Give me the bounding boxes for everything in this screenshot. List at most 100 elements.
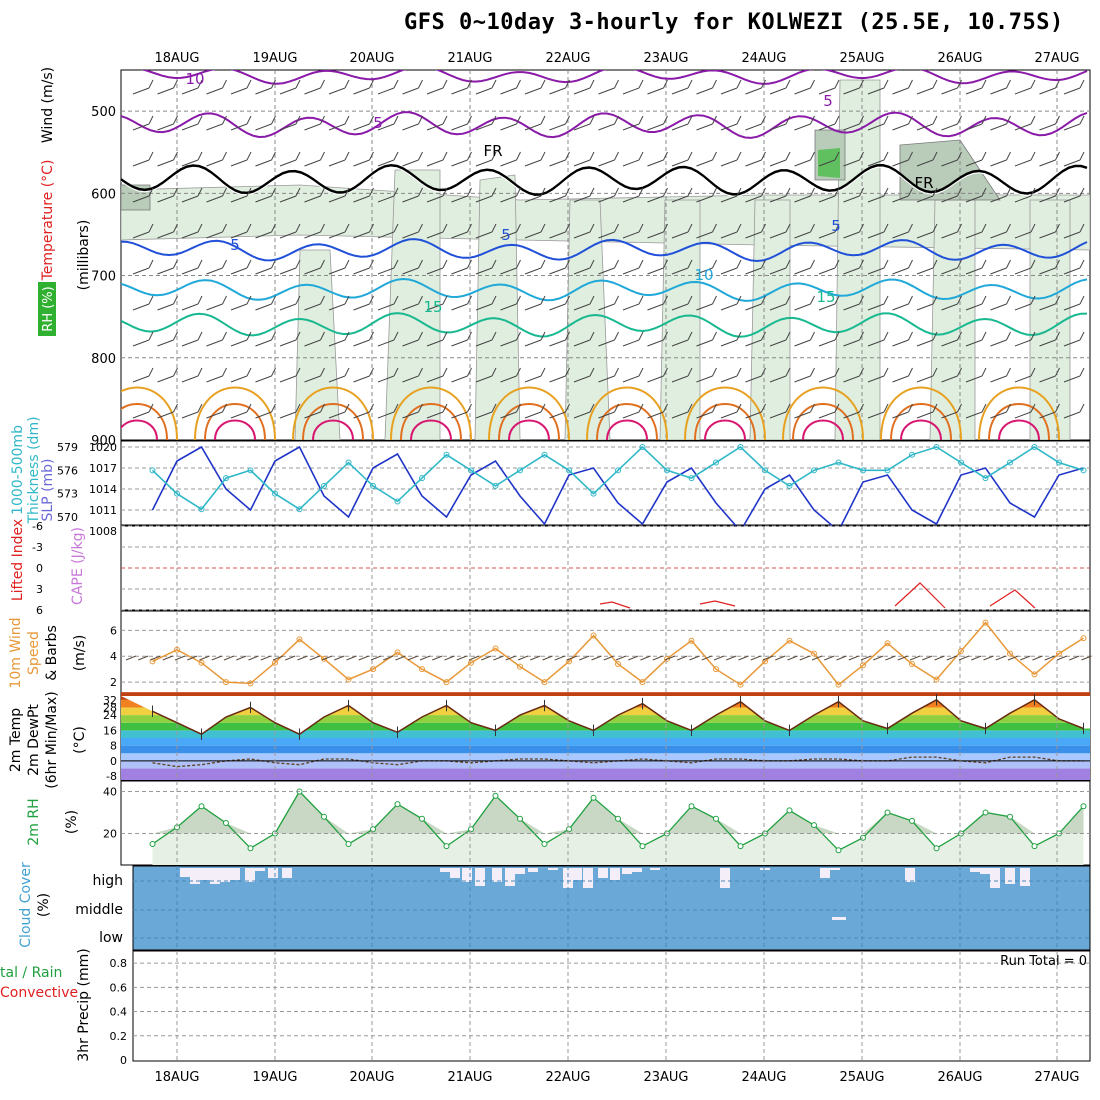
lifted-index-line xyxy=(894,582,946,609)
surface-wind-barb xyxy=(125,655,137,661)
wind-barb-flag xyxy=(369,295,374,305)
wind-barb-flag xyxy=(320,187,325,197)
wind-barb xyxy=(1039,267,1056,275)
cloud-high-bar xyxy=(610,868,620,880)
wind-barb xyxy=(181,375,199,383)
wind-barb-flag xyxy=(785,367,791,377)
wind-barb xyxy=(573,195,591,203)
wind-barb-flag xyxy=(1030,367,1036,377)
wind-barb xyxy=(647,159,664,167)
wind-barb-flag xyxy=(271,367,276,377)
rh-point xyxy=(223,820,229,826)
wind-barb xyxy=(745,231,762,239)
wind-barb-flag xyxy=(883,367,889,377)
date-label-bottom: 20AUG xyxy=(349,1070,394,1085)
thickness-tick-label: 576 xyxy=(57,464,78,477)
wind-barb xyxy=(598,87,615,95)
wind-barb-flag xyxy=(1030,79,1036,89)
surface-wind-barb xyxy=(750,655,761,661)
wind-barb-flag xyxy=(344,223,350,233)
wind-barb-flag xyxy=(1079,115,1085,125)
wind-barb-flag xyxy=(1030,187,1036,197)
wind-barb-flag xyxy=(1006,151,1011,161)
wind-speed-point xyxy=(664,655,670,662)
wind-barb xyxy=(867,159,885,167)
wind-barb-flag xyxy=(638,223,644,233)
wind-barb xyxy=(696,159,713,167)
wind-barb-flag xyxy=(932,259,938,269)
wind-barb xyxy=(328,303,346,311)
wind-barb-flag xyxy=(418,151,423,161)
wind-barb-flag xyxy=(1055,115,1060,125)
wind-barb-flag xyxy=(981,187,987,197)
wind-barb xyxy=(206,123,223,131)
rh-shading xyxy=(564,199,611,440)
wind-barb xyxy=(1063,303,1081,311)
wind-barb-flag xyxy=(246,223,252,233)
chart-title: GFS 0~10day 3-hourly for KOLWEZI (25.5E,… xyxy=(404,10,1064,35)
wind-barb xyxy=(451,87,468,95)
wind-barb-flag xyxy=(540,223,546,233)
rh-point xyxy=(884,809,891,816)
wind-barb xyxy=(647,411,664,419)
wind-barb xyxy=(255,267,272,275)
thickness-line-point xyxy=(174,490,180,497)
surface-wind-barb xyxy=(1069,655,1080,661)
surface-wind-barb xyxy=(248,655,259,661)
wind-barb-flag xyxy=(1079,331,1085,341)
wind-barb-flag xyxy=(173,403,178,413)
surface-wind-barb xyxy=(505,655,516,661)
wind-barb xyxy=(255,339,272,347)
wind-barb-flag xyxy=(246,295,252,305)
contour-warm-arch xyxy=(596,403,658,440)
wind-barb-flag xyxy=(369,403,374,413)
contour-label: 10 xyxy=(185,70,204,88)
cloud-high-bar xyxy=(245,868,255,882)
cloud-level-label: middle xyxy=(75,902,123,918)
contour-freezing xyxy=(121,164,1088,196)
wind-barb-flag xyxy=(222,331,227,341)
rh-point xyxy=(1031,843,1038,850)
wind-barb-flag xyxy=(883,79,889,89)
date-label-top: 27AUG xyxy=(1034,51,1079,66)
wind-barb xyxy=(696,303,713,311)
wind-barb xyxy=(818,267,836,275)
wind-barb-flag xyxy=(393,295,399,305)
thickness-line-point xyxy=(198,506,205,513)
rh-shading xyxy=(384,169,441,440)
rh-point xyxy=(982,809,989,816)
wind-barb xyxy=(377,159,395,167)
wind-barb xyxy=(818,411,836,419)
wind-barb-flag xyxy=(932,223,938,233)
wind-barb-flag xyxy=(761,187,766,197)
rh-point xyxy=(321,813,327,820)
wind-barb xyxy=(549,267,566,275)
thickness-line-point xyxy=(933,444,940,450)
wind-barb-flag xyxy=(1079,367,1085,377)
wind-barb-flag xyxy=(393,331,399,341)
contour-warm-arch xyxy=(586,386,668,440)
thickness-line-point xyxy=(345,459,352,466)
wind-barb xyxy=(157,87,174,95)
wind-speed-point xyxy=(419,666,425,673)
rh-point xyxy=(1080,803,1087,810)
surface-wind-barb xyxy=(615,655,627,661)
surface-wind-barb xyxy=(236,655,247,661)
wind-barb-flag xyxy=(540,403,546,413)
precip-axis-label: 3hr Precip (mm) xyxy=(76,948,92,1061)
surface-wind-barb xyxy=(554,655,565,661)
rh-point xyxy=(370,826,376,833)
wind-barb xyxy=(475,123,493,131)
wind-barb-flag xyxy=(540,331,546,341)
wind-barb-flag xyxy=(197,79,203,89)
surface-wind-barb xyxy=(860,655,872,661)
date-label-top: 24AUG xyxy=(741,51,786,66)
wind-barb xyxy=(867,411,885,419)
wind-barb-flag xyxy=(467,79,472,89)
wind-barb-flag xyxy=(785,295,791,305)
rh-point xyxy=(1007,813,1013,820)
wind-barb-flag xyxy=(687,295,693,305)
wind-barb-flag xyxy=(173,223,178,233)
wind-barb-flag xyxy=(589,115,595,125)
wind-barb-flag xyxy=(540,115,546,125)
